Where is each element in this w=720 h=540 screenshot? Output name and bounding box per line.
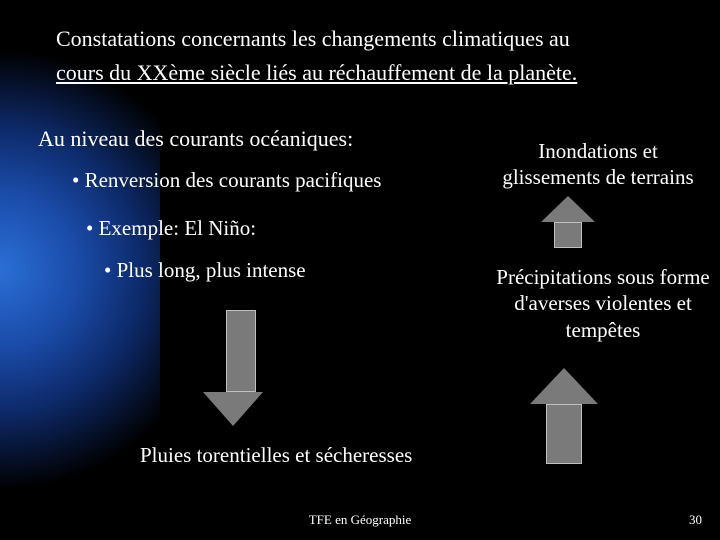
arrow-up-large-icon — [546, 368, 598, 464]
text-precipitations: Précipitations sous forme d'averses viol… — [478, 264, 720, 343]
right-top-line1: Inondations et — [538, 139, 658, 163]
page-number: 30 — [689, 512, 702, 528]
slide-title: Constatations concernants les changement… — [56, 22, 676, 90]
arrow-up-small-icon — [554, 196, 595, 248]
text-pluies: Pluies torentielles et sécheresses — [140, 443, 412, 468]
right-mid-line1: Précipitations sous forme — [496, 265, 709, 289]
right-mid-line3: tempêtes — [566, 318, 641, 342]
arrow-down-icon — [218, 310, 263, 426]
right-top-line2: glissements de terrains — [502, 165, 693, 189]
bullet-plus-long: • Plus long, plus intense — [104, 258, 306, 283]
footer-title: TFE en Géographie — [0, 512, 720, 528]
slide-container: Constatations concernants les changement… — [0, 0, 720, 540]
bullet-renversion: • Renversion des courants pacifiques — [72, 168, 381, 193]
subtitle-ocean-currents: Au niveau des courants océaniques: — [38, 126, 353, 152]
bullet-el-nino: • Exemple: El Niño: — [86, 216, 256, 241]
title-line-1: Constatations concernants les changement… — [56, 26, 570, 51]
text-inondations: Inondations et glissements de terrains — [478, 138, 718, 191]
right-mid-line2: d'averses violentes et — [514, 291, 692, 315]
title-line-2: cours du XXème siècle liés au réchauffem… — [56, 60, 577, 85]
